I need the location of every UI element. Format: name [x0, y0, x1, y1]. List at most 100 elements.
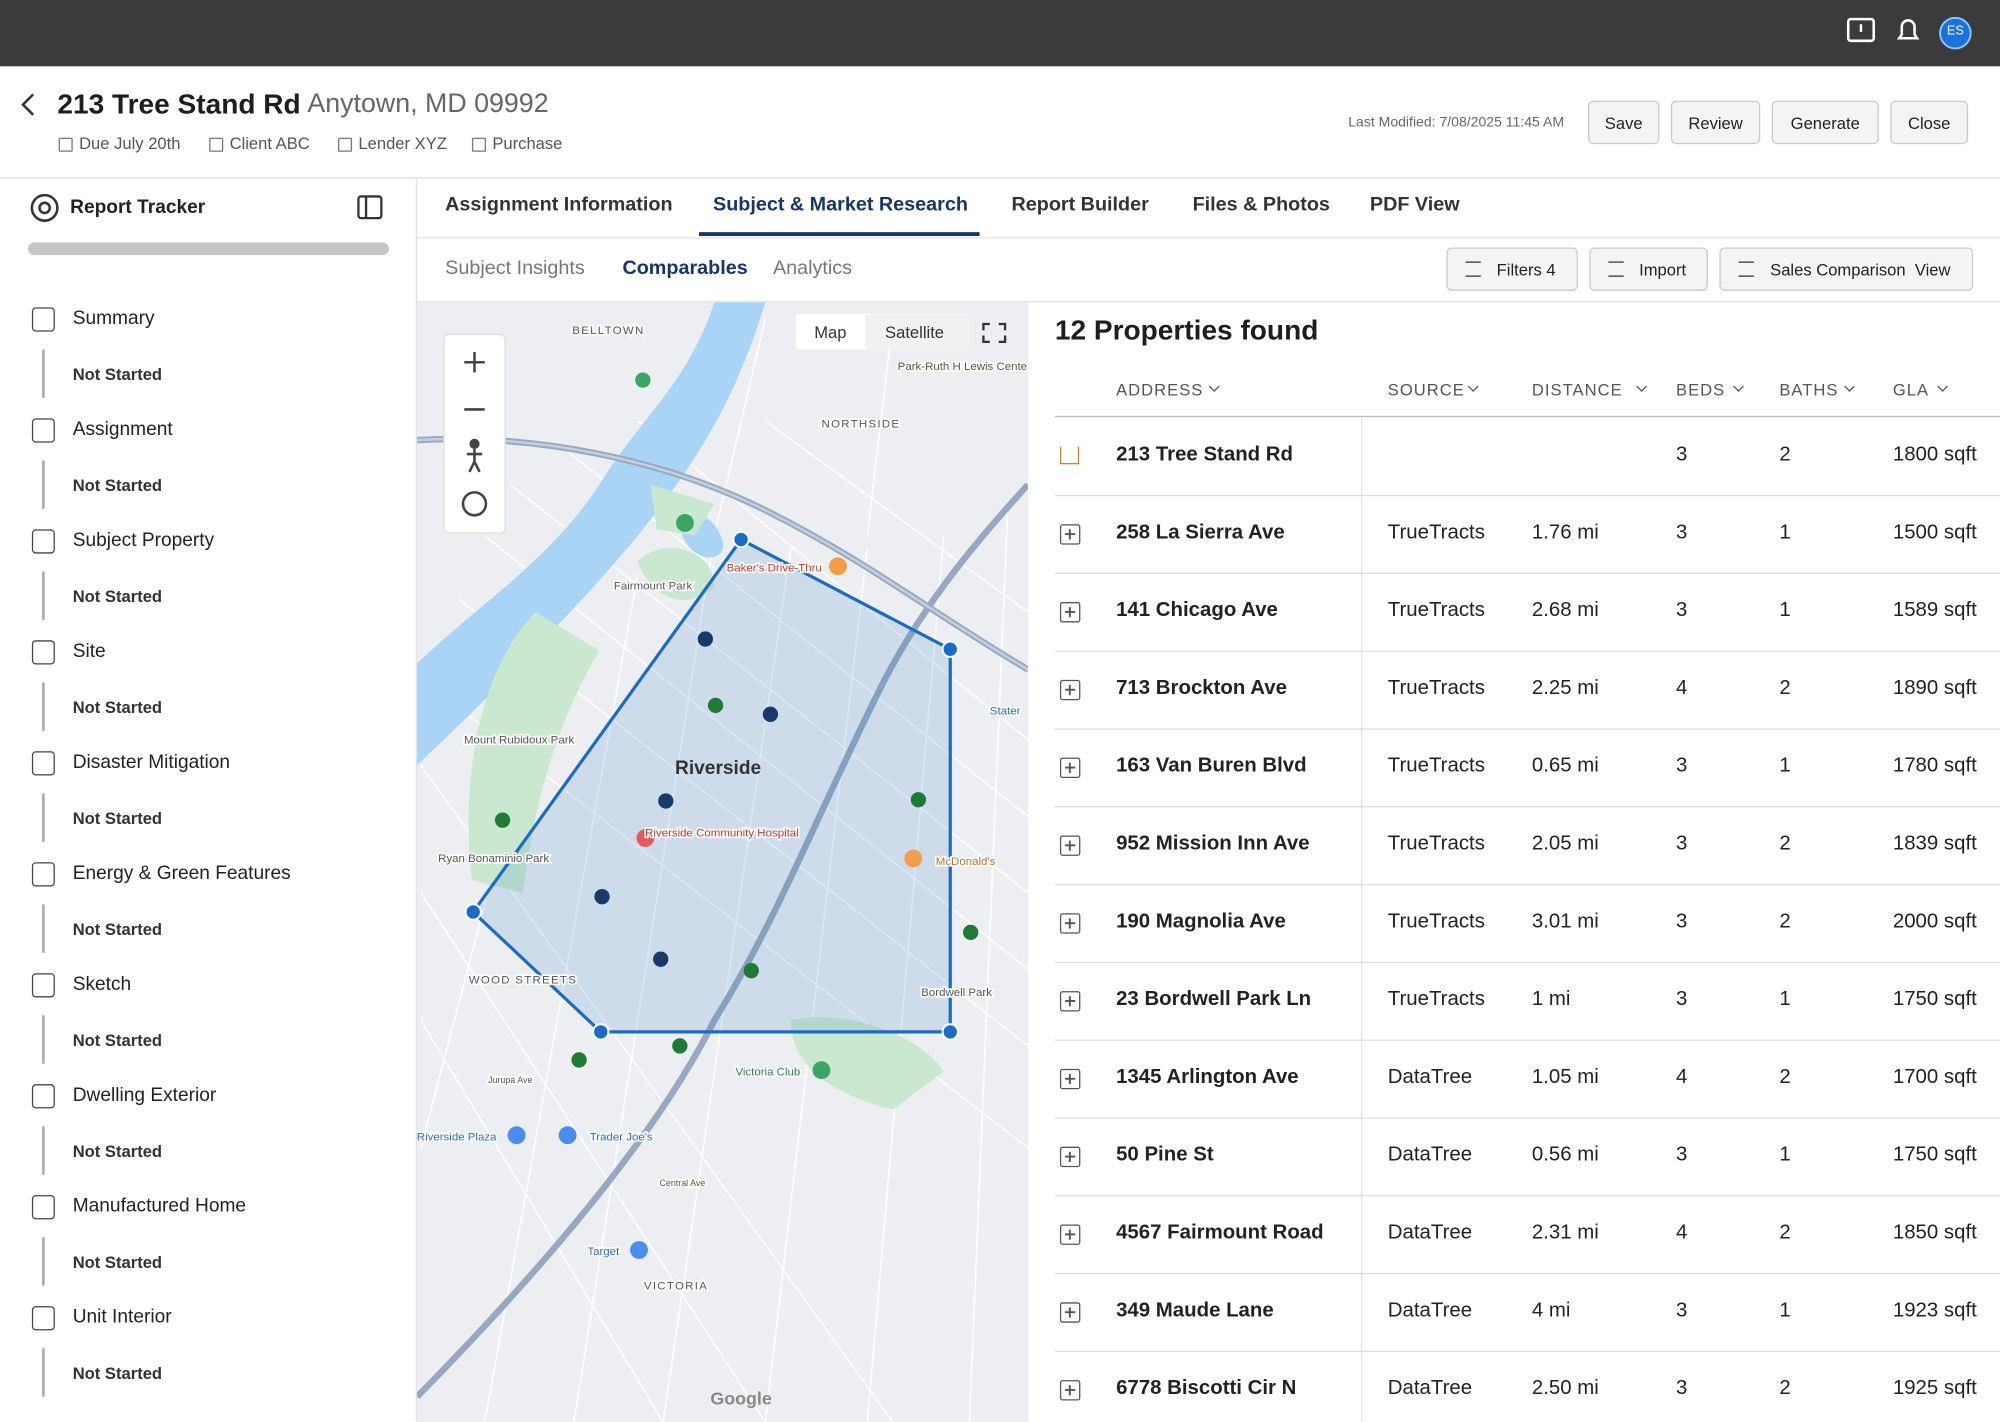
header-button[interactable]: Review — [1671, 101, 1760, 144]
map-label: Riverside Plaza — [417, 1131, 497, 1143]
subtab[interactable]: Comparables — [622, 258, 747, 281]
map-label: Bordwell Park — [921, 987, 992, 999]
add-button[interactable] — [1060, 1069, 1080, 1089]
add-button[interactable] — [1060, 835, 1080, 855]
toolbar-button[interactable]: Import — [1589, 247, 1708, 290]
section-icon — [32, 1084, 55, 1108]
row-divider — [1055, 1040, 2000, 1041]
map-label: Riverside Community Hospital — [645, 828, 799, 840]
add-button[interactable] — [1060, 602, 1080, 622]
map-label: Jurupa Ave — [488, 1075, 532, 1085]
section-status: Not Started — [73, 587, 162, 606]
cell-beds: 3 — [1676, 1300, 1687, 1323]
cell-address: 23 Bordwell Park Ln — [1116, 989, 1311, 1012]
row-divider — [1055, 806, 2000, 807]
column-header[interactable]: GLA — [1893, 380, 1929, 399]
button-label: Filters 4 — [1497, 260, 1556, 279]
section-icon — [32, 1306, 55, 1330]
column-header[interactable]: BEDS — [1676, 380, 1725, 399]
column-header[interactable]: SOURCE — [1388, 380, 1465, 399]
cell-address: 213 Tree Stand Rd — [1116, 444, 1293, 467]
cell-gla: 2000 sqft — [1893, 911, 1977, 934]
section-status: Not Started — [73, 365, 162, 384]
section-label[interactable]: Summary — [73, 307, 155, 329]
section-label[interactable]: Unit Interior — [73, 1306, 172, 1328]
cell-source: DataTree — [1388, 1378, 1472, 1401]
button-icon — [1466, 261, 1481, 276]
add-button[interactable] — [1060, 680, 1080, 700]
column-header[interactable]: DISTANCE — [1532, 380, 1623, 399]
tab[interactable]: Report Builder — [1011, 194, 1148, 217]
map[interactable]: BELLTOWNNORTHSIDEFairmount ParkBaker's D… — [417, 302, 1028, 1422]
tab[interactable]: Subject & Market Research — [713, 194, 968, 217]
meta-item: Due July 20th — [79, 134, 180, 153]
row-divider — [1055, 1117, 2000, 1118]
add-button[interactable] — [1060, 1302, 1080, 1322]
section-label[interactable]: Manufactured Home — [73, 1195, 246, 1217]
add-button[interactable] — [1060, 991, 1080, 1011]
cell-baths: 2 — [1779, 1066, 1790, 1089]
cell-address: 4567 Fairmount Road — [1116, 1222, 1324, 1245]
meta-icon — [209, 138, 223, 152]
add-button[interactable] — [1060, 524, 1080, 544]
cell-gla: 1589 sqft — [1893, 599, 1977, 622]
add-button[interactable] — [1060, 1147, 1080, 1167]
section-label[interactable]: Site — [73, 640, 106, 662]
cell-gla: 1750 sqft — [1893, 1144, 1977, 1167]
connector — [42, 793, 44, 841]
subtab[interactable]: Subject Insights — [445, 258, 585, 281]
row-divider — [1055, 651, 2000, 652]
cell-baths: 1 — [1779, 1300, 1790, 1323]
cell-beds: 3 — [1676, 989, 1687, 1012]
cell-baths: 2 — [1779, 677, 1790, 700]
section-icon — [32, 307, 55, 331]
column-header[interactable]: BATHS — [1779, 380, 1838, 399]
cell-source: TrueTracts — [1388, 755, 1485, 778]
subject-icon — [1060, 446, 1079, 464]
cell-source: DataTree — [1388, 1066, 1472, 1089]
section-label[interactable]: Assignment — [73, 418, 173, 440]
tab[interactable]: Assignment Information — [445, 194, 672, 217]
cell-baths: 1 — [1779, 522, 1790, 545]
cell-distance: 3.01 mi — [1532, 911, 1599, 934]
meta-icon — [472, 138, 486, 152]
toolbar-button[interactable]: Sales Comparison View — [1719, 247, 1973, 290]
meta-item: Client ABC — [230, 134, 310, 153]
cell-baths: 2 — [1779, 911, 1790, 934]
section-label[interactable]: Subject Property — [73, 529, 214, 551]
add-button[interactable] — [1060, 758, 1080, 778]
connector — [42, 460, 44, 508]
tab[interactable]: Files & Photos — [1193, 194, 1330, 217]
connector — [42, 349, 44, 397]
add-button[interactable] — [1060, 913, 1080, 933]
cell-source: DataTree — [1388, 1300, 1472, 1323]
cell-source: TrueTracts — [1388, 677, 1485, 700]
section-status: Not Started — [73, 476, 162, 495]
cell-baths: 1 — [1779, 1144, 1790, 1167]
map-label: Trader Joe's — [590, 1131, 653, 1143]
section-label[interactable]: Dwelling Exterior — [73, 1084, 217, 1106]
cell-source: TrueTracts — [1388, 833, 1485, 856]
section-label[interactable]: Energy & Green Features — [73, 862, 291, 884]
map-label: WOOD STREETS — [469, 974, 577, 986]
row-divider — [1055, 884, 2000, 885]
section-label[interactable]: Sketch — [73, 973, 131, 995]
header-button[interactable]: Generate — [1772, 101, 1879, 144]
cell-distance: 2.31 mi — [1532, 1222, 1599, 1245]
subtab[interactable]: Analytics — [773, 258, 852, 281]
header-button[interactable]: Save — [1588, 101, 1659, 144]
tab[interactable]: PDF View — [1370, 194, 1460, 217]
header-button[interactable]: Close — [1890, 101, 1968, 144]
avatar-initials: ES — [1940, 24, 1971, 38]
connector — [42, 1237, 44, 1285]
section-label[interactable]: Disaster Mitigation — [73, 751, 230, 773]
map-label: Victoria Club — [735, 1066, 800, 1078]
add-button[interactable] — [1060, 1224, 1080, 1244]
cell-source: TrueTracts — [1388, 599, 1485, 622]
add-button[interactable] — [1060, 1380, 1080, 1400]
button-label: Sales Comparison View — [1770, 260, 1950, 279]
cell-gla: 1500 sqft — [1893, 522, 1977, 545]
column-header[interactable]: ADDRESS — [1116, 380, 1203, 399]
